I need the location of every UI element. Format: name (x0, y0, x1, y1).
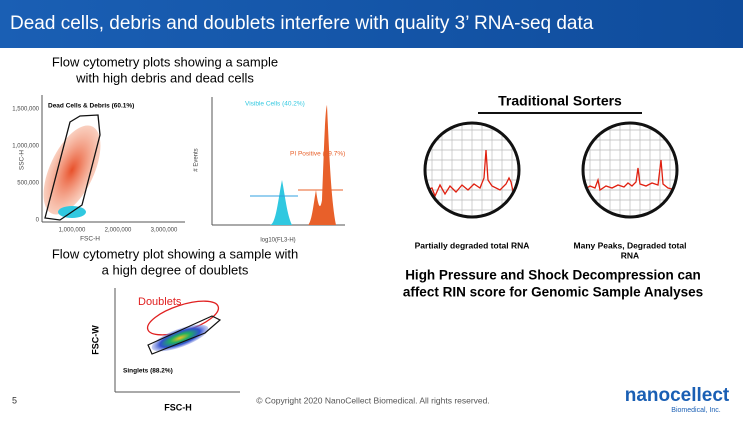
tick-label: 1,500,000 (12, 107, 39, 113)
header-bar (0, 0, 743, 48)
heading: Traditional Sorters (498, 93, 622, 109)
tick-label: 1,000,000 (12, 144, 39, 150)
doublet-plot: Doublets Singlets (88.2%) FSC-W FSC-H (90, 288, 240, 412)
histogram-plot: Visible Cells (40.2%) PI Positive (59.7%… (194, 97, 345, 244)
tick-label: 2,000,000 (105, 228, 132, 234)
trace-left (423, 121, 521, 219)
page-number: 5 (12, 395, 17, 405)
tick-label: 500,000 (17, 181, 39, 187)
gate (44, 114, 101, 221)
tick-label: 3,000,000 (151, 228, 178, 234)
frame (423, 121, 521, 219)
caption: a high degree of doublets (102, 262, 249, 277)
peak (270, 180, 292, 225)
gate-label: Doublets (138, 296, 182, 308)
logo: nanocellect (625, 385, 730, 406)
gate-label: Dead Cells & Debris (60.1%) (48, 103, 134, 110)
copyright: © Copyright 2020 NanoCellect Biomedical.… (256, 395, 490, 405)
caption: Flow cytometry plots showing a sample (52, 54, 278, 69)
cloud (151, 324, 209, 352)
axis-label: FSC-W (90, 325, 100, 355)
axis-label: SSC-H (19, 150, 26, 171)
gate-label: Visible Cells (40.2%) (245, 101, 305, 108)
frame (581, 121, 679, 219)
scatter-plot: Dead Cells & Debris (60.1%) 0 500,000 1,… (12, 95, 185, 243)
trace (426, 149, 518, 206)
axis-label: FSC-H (80, 236, 100, 243)
peak (308, 105, 336, 225)
singlet-gate (147, 315, 222, 355)
caption: with high debris and dead cells (75, 70, 254, 85)
trace (584, 159, 676, 192)
caption: Many Peaks, Degraded total (574, 240, 687, 250)
axis-label: log10(FL3-H) (260, 238, 295, 244)
tick-label: 1,000,000 (59, 228, 86, 234)
trace-right (581, 121, 679, 219)
gate-label: Singlets (88.2%) (123, 368, 173, 375)
gate-label: PI Positive (59.7%) (290, 151, 345, 158)
axis-label: # Events (194, 148, 200, 171)
axis-label: FSC-H (164, 402, 192, 412)
statement: High Pressure and Shock Decompression ca… (405, 268, 701, 283)
caption: RNA (621, 250, 639, 260)
grid (426, 124, 518, 216)
caption: Flow cytometry plot showing a sample wit… (52, 246, 298, 261)
caption: Partially degraded total RNA (415, 240, 530, 250)
tick-label: 0 (36, 218, 40, 224)
slide-title: Dead cells, debris and doublets interfer… (10, 13, 594, 34)
logo-subtitle: Biomedical, Inc. (671, 407, 720, 414)
statement: affect RIN score for Genomic Sample Anal… (403, 285, 703, 300)
cloud (43, 125, 101, 215)
